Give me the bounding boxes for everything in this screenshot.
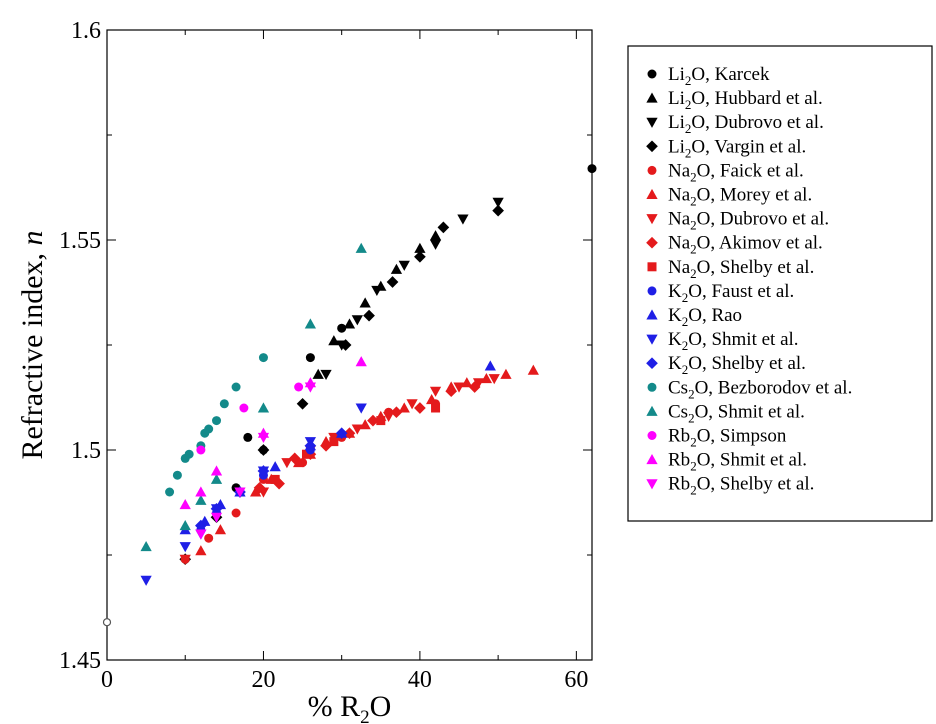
data-point [212, 416, 221, 425]
legend-label: K2O, Shelby et al. [668, 353, 806, 377]
data-point [294, 383, 303, 392]
data-point [200, 429, 209, 438]
legend-label: Rb2O, Shelby et al. [668, 474, 814, 498]
legend-label-suffix: O, Morey et al. [697, 185, 813, 206]
data-point [588, 164, 597, 173]
legend-marker [648, 431, 657, 440]
legend-label: Na2O, Shelby et al. [668, 257, 814, 281]
data-point [239, 404, 248, 413]
legend-marker [648, 286, 657, 295]
legend-label: Rb2O, Simpson [668, 426, 787, 450]
legend-marker [648, 166, 657, 175]
legend-label: K2O, Rao [668, 305, 742, 329]
legend-label-suffix: O, Shelby et al. [697, 257, 815, 278]
legend-item: Cs2O, Shmit et al. [646, 401, 805, 425]
legend-label: K2O, Shmit et al. [668, 329, 799, 353]
legend-item: Na2O, Faick et al. [648, 160, 804, 184]
data-point [243, 433, 252, 442]
legend-label: Rb2O, Shmit et al. [668, 450, 807, 474]
y-tick-label: 1.55 [59, 228, 101, 254]
y-tick-label: 1.5 [71, 438, 101, 464]
legend-label-suffix: O, Shmit et al. [688, 329, 798, 350]
legend-item: Na2O, Dubrovo et al. [646, 209, 829, 233]
legend-label: Li2O, Karcek [668, 64, 770, 88]
legend-label-suffix: O, Faick et al. [697, 160, 804, 181]
legend-label-suffix: O, Bezborodov et al. [695, 377, 853, 398]
legend-label-suffix: O, Shelby et al. [688, 353, 806, 374]
legend-item: K2O, Shmit et al. [646, 329, 798, 353]
data-point [431, 404, 440, 413]
data-point [220, 399, 229, 408]
legend-item: Rb2O, Shmit et al. [646, 450, 807, 474]
legend-label-suffix: O, Shmit et al. [695, 401, 805, 422]
legend-item: Na2O, Shelby et al. [648, 257, 815, 281]
legend-item: K2O, Faust et al. [648, 281, 795, 305]
legend-label-suffix: O, Shelby et al. [697, 474, 815, 495]
legend-label-suffix: O, Shmit et al. [697, 450, 807, 471]
legend-label: Na2O, Faick et al. [668, 160, 804, 184]
legend-item: K2O, Shelby et al. [646, 353, 806, 377]
y-axis-title-italic: n [16, 230, 49, 245]
x-axis-title: % R2O [308, 690, 392, 724]
legend-label: Na2O, Morey et al. [668, 185, 812, 209]
legend-label-suffix: O, Vargin et al. [691, 136, 806, 157]
legend-item: Rb2O, Simpson [648, 426, 787, 450]
data-point [165, 488, 174, 497]
data-point [329, 437, 338, 446]
y-tick-label: 1.45 [59, 648, 101, 674]
data-point [232, 509, 241, 518]
reference-point [104, 619, 111, 626]
x-axis-title-suffix: O [370, 690, 392, 723]
legend-label-suffix: O, Rao [688, 305, 742, 326]
legend-label-suffix: O, Karcek [691, 64, 770, 85]
legend-label-suffix: O, Dubrovo et al. [691, 112, 823, 133]
legend-item: Li2O, Dubrovo et al. [646, 112, 823, 136]
data-point [173, 471, 182, 480]
data-point [181, 454, 190, 463]
legend-item: Li2O, Vargin et al. [646, 136, 806, 160]
x-tick-label: 20 [251, 667, 275, 693]
legend-label-suffix: O, Simpson [697, 426, 787, 447]
legend-item: Rb2O, Shelby et al. [646, 474, 814, 498]
data-point [196, 446, 205, 455]
legend-label-suffix: O, Hubbard et al. [691, 88, 822, 109]
legend-label: Li2O, Dubrovo et al. [668, 112, 824, 136]
legend-marker [648, 383, 657, 392]
legend-label: Cs2O, Bezborodov et al. [668, 377, 852, 401]
legend-label-suffix: O, Dubrovo et al. [697, 209, 829, 230]
legend-marker [648, 70, 657, 79]
x-axis-title-subscript: 2 [360, 707, 370, 724]
data-point [306, 353, 315, 362]
legend-label-suffix: O, Faust et al. [688, 281, 794, 302]
x-tick-label: 40 [408, 667, 432, 693]
legend-marker [648, 262, 657, 271]
data-point [259, 353, 268, 362]
legend-item: Li2O, Hubbard et al. [646, 88, 822, 112]
data-point [204, 534, 213, 543]
data-point [232, 383, 241, 392]
legend-item: Na2O, Morey et al. [646, 185, 812, 209]
legend-label-suffix: O, Akimov et al. [697, 233, 823, 254]
legend-item: Na2O, Akimov et al. [646, 233, 823, 257]
data-point [376, 416, 385, 425]
y-tick-label: 1.6 [71, 18, 101, 44]
legend-item: Cs2O, Bezborodov et al. [648, 377, 853, 401]
x-tick-label: 60 [564, 667, 588, 693]
y-axis-title: Refractive index, n [16, 230, 49, 459]
legend-label: Li2O, Hubbard et al. [668, 88, 823, 112]
data-point [271, 475, 280, 484]
x-tick-label: 0 [101, 667, 113, 693]
